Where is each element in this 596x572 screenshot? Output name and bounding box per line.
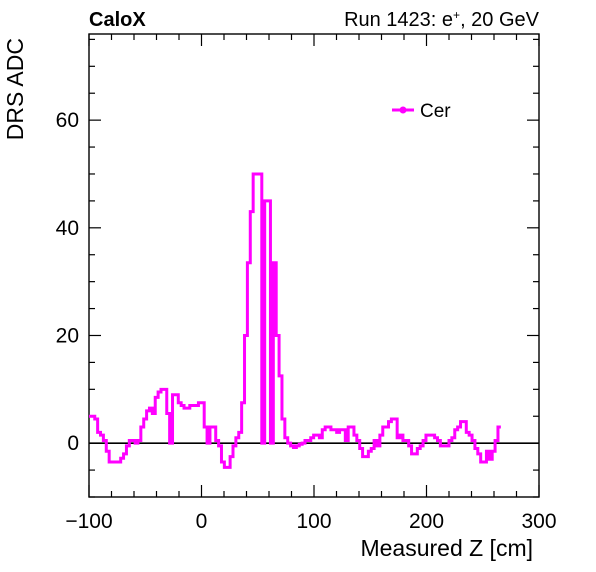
title-superscript: +	[453, 8, 460, 22]
title-energy: , 20 GeV	[460, 9, 540, 31]
y-tick-label: 60	[56, 109, 79, 132]
chart-left-title: CaloX	[89, 9, 146, 31]
legend: Cer	[392, 101, 451, 122]
y-tick-labels: 0 20 40 60	[56, 109, 79, 455]
y-axis-label: DRS ADC	[2, 38, 28, 140]
y-tick-label: 0	[67, 432, 79, 455]
plot-frame	[88, 33, 540, 498]
y-tick-label: 40	[56, 217, 79, 240]
x-tick-label: 200	[409, 510, 444, 533]
x-tick-label: 100	[296, 510, 331, 533]
x-tick-label: 300	[521, 510, 556, 533]
x-tick-label: −100	[65, 510, 112, 533]
x-tick-label: 0	[196, 510, 208, 533]
title-run: Run 1423: e	[344, 9, 453, 31]
x-tick-labels: −100 0 100 200 300	[65, 510, 556, 533]
legend-label-cer: Cer	[420, 101, 451, 122]
axis-ticks	[88, 34, 540, 498]
x-axis-label: Measured Z [cm]	[360, 535, 533, 561]
legend-marker	[399, 106, 407, 114]
y-tick-label: 20	[56, 324, 79, 347]
series-line-cer	[89, 172, 501, 469]
chart-right-title: Run 1423: e+, 20 GeV	[344, 8, 540, 31]
